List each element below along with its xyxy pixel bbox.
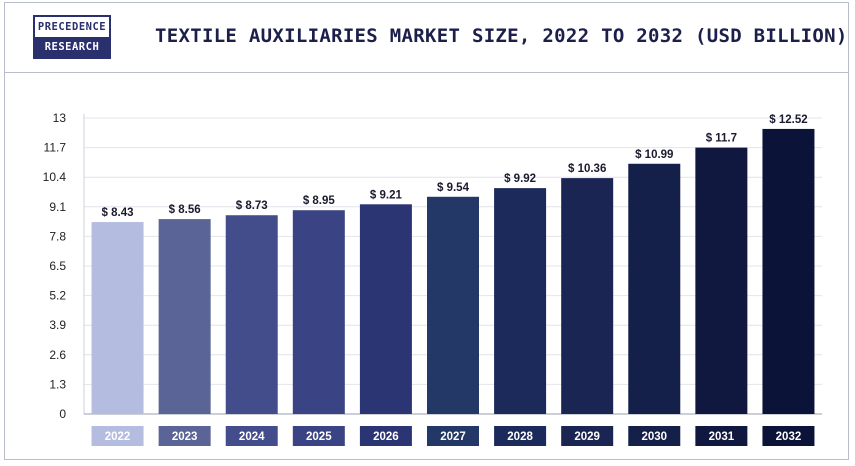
bar-chart: 0 1.3 2.6 3.9 5.2 6.5 7.8 9.1 10.4 11.7 13 $ 8.43 20… xyxy=(43,111,822,446)
category-label-box xyxy=(158,426,211,446)
logo-top-text: PRECEDENCE xyxy=(37,21,107,33)
y-tick-label: 13 xyxy=(53,111,67,125)
bar xyxy=(359,204,412,414)
y-tick-label: 9.1 xyxy=(49,200,66,214)
y-tick-label: 3.9 xyxy=(49,318,66,332)
data-label: $ 8.73 xyxy=(236,200,268,212)
y-tick-label: 11.7 xyxy=(44,141,67,155)
category-label-box xyxy=(695,426,748,446)
category-label-box xyxy=(494,426,547,446)
y-tick-label: 0 xyxy=(59,407,66,421)
data-label: $ 12.52 xyxy=(769,114,807,126)
x-tick-label: 2023 xyxy=(172,431,198,443)
data-label: $ 9.21 xyxy=(370,189,403,201)
logo: PRECEDENCE RESEARCH xyxy=(33,15,111,59)
bar xyxy=(91,222,144,414)
category-label-box xyxy=(628,426,681,446)
x-tick-label: 2030 xyxy=(641,431,667,443)
bar xyxy=(494,188,547,414)
bar xyxy=(292,210,345,414)
x-tick-label: 2029 xyxy=(574,431,600,443)
category-label-box xyxy=(91,426,144,446)
bar xyxy=(628,163,681,414)
logo-bottom-text: RESEARCH xyxy=(35,37,109,57)
x-tick-label: 2024 xyxy=(239,431,265,443)
bar xyxy=(158,219,211,414)
x-tick-label: 2022 xyxy=(105,431,131,443)
category-label-box xyxy=(561,426,614,446)
y-tick-label: 7.8 xyxy=(49,229,66,243)
y-tick-label: 1.3 xyxy=(49,377,66,391)
category-label-box xyxy=(427,426,479,446)
data-label: $ 10.36 xyxy=(568,163,606,175)
bar xyxy=(695,147,748,414)
chart-area: 0 1.3 2.6 3.9 5.2 6.5 7.8 9.1 10.4 11.7 13 $ 8.43 20… xyxy=(4,76,849,460)
data-label: $ 8.95 xyxy=(303,195,336,207)
bar xyxy=(427,196,479,414)
x-tick-label: 2025 xyxy=(306,431,332,443)
bar xyxy=(561,178,614,414)
y-tick-label: 10.4 xyxy=(43,170,67,184)
data-label: $ 11.7 xyxy=(706,133,737,145)
x-tick-label: 2032 xyxy=(776,431,802,443)
chart-title: TEXTILE AUXILIARIES MARKET SIZE, 2022 TO… xyxy=(155,25,848,47)
y-tick-label: 2.6 xyxy=(49,348,66,362)
bar xyxy=(762,128,815,414)
category-label-box xyxy=(292,426,345,446)
x-tick-label: 2027 xyxy=(440,431,466,443)
header: PRECEDENCE RESEARCH TEXTILE AUXILIARIES … xyxy=(5,3,848,73)
data-label: $ 8.43 xyxy=(102,207,134,219)
x-tick-label: 2026 xyxy=(373,431,399,443)
category-label-box xyxy=(762,426,815,446)
bar xyxy=(225,215,278,414)
data-label: $ 10.99 xyxy=(635,149,673,161)
data-label: $ 9.92 xyxy=(504,173,536,185)
category-label-box xyxy=(359,426,412,446)
x-tick-label: 2031 xyxy=(709,431,735,443)
data-label: $ 8.56 xyxy=(169,204,201,216)
data-label: $ 9.54 xyxy=(437,182,470,194)
x-tick-label: 2028 xyxy=(507,431,533,443)
y-tick-label: 6.5 xyxy=(49,259,66,273)
y-tick-label: 5.2 xyxy=(49,289,66,303)
category-label-box xyxy=(225,426,278,446)
